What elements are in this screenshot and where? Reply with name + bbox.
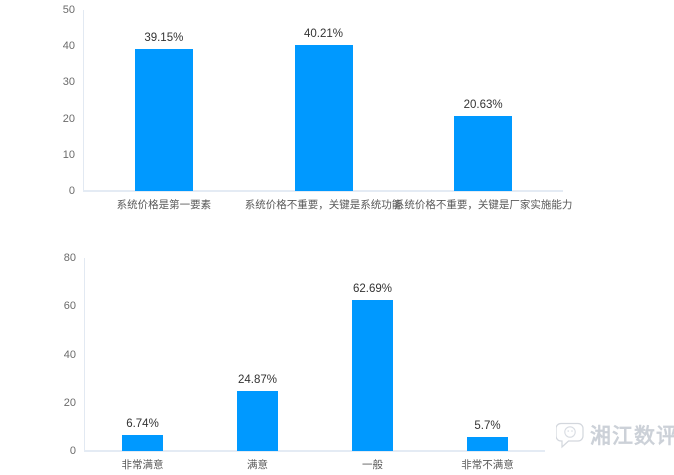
bar-value-label: 20.63% — [463, 99, 503, 112]
bar-value-label: 62.69% — [352, 282, 392, 295]
y-tick-label: 20 — [63, 396, 76, 409]
bar-value-label: 40.21% — [303, 28, 343, 41]
x-category-label: 一般 — [362, 459, 383, 471]
x-category-label: 系统价格不重要，关键是厂家实施能力 — [393, 199, 573, 211]
bar-value-label: 39.15% — [144, 32, 184, 45]
y-tick-label: 40 — [63, 348, 76, 361]
y-tick-label: 0 — [69, 445, 76, 457]
y-tick-label: 40 — [62, 40, 75, 53]
y-tick-label: 60 — [63, 300, 76, 313]
x-category-label: 非常满意 — [121, 459, 164, 471]
x-axis-line — [83, 190, 563, 192]
bar — [294, 45, 353, 191]
bar — [454, 116, 513, 191]
y-tick-label: 20 — [62, 112, 75, 125]
bar — [467, 437, 508, 451]
bar-value-label: 6.74% — [126, 417, 159, 430]
x-axis-line — [84, 450, 545, 452]
bar — [134, 49, 193, 191]
bar — [352, 299, 393, 451]
x-category-label: 满意 — [247, 459, 268, 471]
x-category-label: 系统价格是第一要素 — [116, 199, 212, 211]
x-category-label: 非常不满意 — [461, 459, 514, 471]
y-tick-label: 80 — [63, 252, 76, 264]
y-tick-label: 50 — [62, 4, 75, 16]
x-category-label: 系统价格不重要，关键是系统功能 — [244, 199, 403, 211]
bar-value-label: 5.7% — [474, 420, 501, 433]
bar — [237, 391, 278, 451]
y-axis-line — [84, 258, 85, 451]
y-tick-label: 30 — [62, 76, 75, 89]
y-tick-label: 10 — [62, 148, 75, 161]
bar-value-label: 24.87% — [237, 374, 277, 386]
y-axis-line — [83, 10, 84, 191]
bar — [122, 434, 163, 451]
y-tick-label: 0 — [68, 185, 75, 197]
